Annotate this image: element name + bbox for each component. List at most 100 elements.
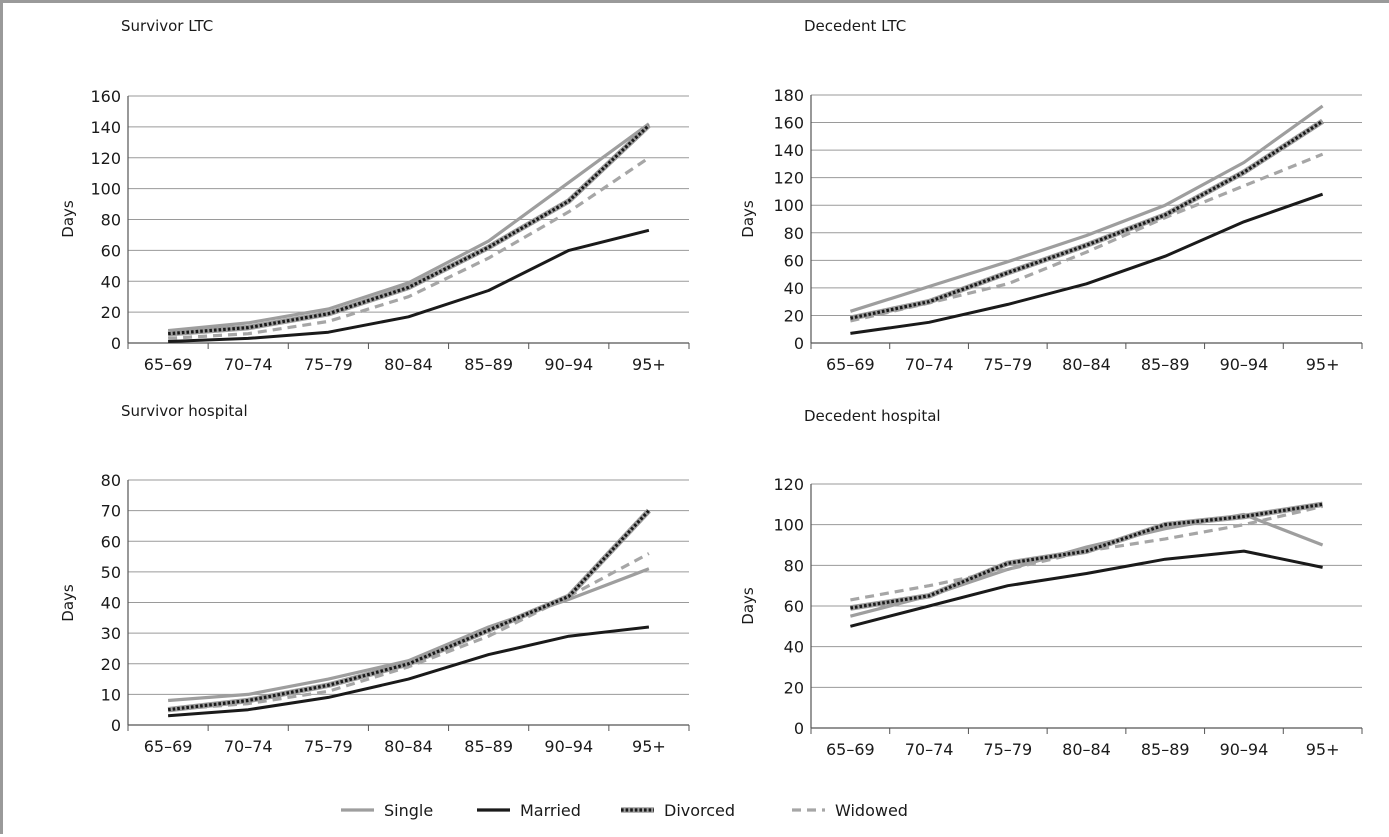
y-tick-label: 120 [773,475,804,494]
x-tick-label: 85–89 [1141,355,1190,374]
legend-label-widowed: Widowed [835,801,908,820]
x-tick-label: 65–69 [144,355,193,374]
series-line-divorced-halo [167,123,651,337]
y-tick-label: 10 [101,685,121,704]
x-tick-label: 75–79 [304,355,353,374]
y-tick-label: 120 [773,169,804,188]
legend-label-divorced: Divorced [664,801,735,820]
x-tick-label: 90–94 [544,737,593,756]
x-tick-label: 95+ [1306,740,1340,759]
y-axis-title: Days [59,584,77,622]
legend-label-single: Single [384,801,433,820]
series-line-married [167,625,650,718]
x-tick-label: 70–74 [905,740,954,759]
small-multiples-chart: Survivor LTCDays02040608010012014016065–… [59,17,1363,820]
y-tick-label: 60 [784,597,804,616]
y-tick-label: 60 [101,532,121,551]
panel-title: Decedent LTC [804,17,906,35]
x-tick-label: 65–69 [144,737,193,756]
y-tick-label: 20 [101,303,121,322]
y-tick-label: 80 [101,211,121,230]
y-tick-label: 40 [784,638,804,657]
chart-panel-1: Survivor LTC Days 0 20 40 60 80 100 120 140 160 65–… [59,17,690,374]
panel-title: Survivor hospital [121,402,248,420]
y-tick-label: 100 [773,196,804,215]
x-tick-label: 65–69 [826,740,875,759]
y-tick-label: 100 [773,516,804,535]
y-axis-title: Days [59,200,77,238]
legend-entry-single: Single [341,801,433,820]
x-tick-label: 85–89 [464,737,513,756]
legend-entry-married: Married [477,801,581,820]
y-tick-label: 140 [90,118,121,137]
series-line-divorced [850,119,1324,320]
y-tick-label: 0 [794,334,804,353]
y-tick-label: 80 [784,224,804,243]
series-line-married [168,228,650,343]
x-tick-label: 75–79 [983,740,1032,759]
y-tick-label: 0 [111,716,121,735]
legend: Single Married Divorced Widowed [341,801,908,820]
y-tick-label: 80 [101,471,121,490]
x-tick-label: 70–74 [224,737,273,756]
y-tick-label: 50 [101,563,121,582]
x-tick-label: 80–84 [384,737,433,756]
legend-entry-divorced: Divorced [621,801,735,820]
series-line-widowed [850,152,1324,323]
x-tick-label: 65–69 [826,355,875,374]
x-tick-label: 70–74 [224,355,273,374]
x-tick-label: 90–94 [1220,740,1269,759]
series-line-widowed [168,156,650,340]
x-tick-label: 90–94 [544,355,593,374]
legend-label-married: Married [520,801,581,820]
x-tick-label: 80–84 [384,355,433,374]
panel-title: Survivor LTC [121,17,213,35]
y-tick-label: 160 [90,87,121,106]
x-tick-label: 85–89 [1141,740,1190,759]
y-axis-title: Days [739,587,757,625]
y-tick-label: 20 [101,655,121,674]
y-tick-label: 40 [101,272,121,291]
series-line-single [849,104,1324,313]
x-tick-label: 80–84 [1062,355,1111,374]
series-line-divorced [167,124,650,336]
y-tick-label: 0 [794,719,804,738]
y-tick-label: 160 [773,114,804,133]
series-line-single [167,567,650,703]
series-line-married [850,192,1324,335]
chart-panel-4: Decedent hospital Days 0 20 40 60 80 100 120 65–6… [739,407,1363,759]
x-tick-label: 75–79 [304,737,353,756]
x-tick-label: 80–84 [1062,740,1111,759]
y-tick-label: 100 [90,180,121,199]
series-line-divorced [850,502,1323,610]
x-tick-label: 90–94 [1220,355,1269,374]
legend-entry-widowed: Widowed [792,801,908,820]
series-line-widowed [167,552,650,712]
y-tick-label: 0 [111,334,121,353]
y-tick-label: 40 [101,594,121,613]
y-axis-title: Days [739,200,757,238]
y-tick-label: 20 [784,678,804,697]
chart-panel-3: Survivor hospital Days 0 10 20 30 40 50 60 70 80 65… [59,402,690,756]
series-line-single [167,122,650,333]
y-tick-label: 180 [773,86,804,105]
y-tick-label: 80 [784,556,804,575]
x-tick-label: 85–89 [464,355,513,374]
series-line-divorced-halo [849,501,1324,611]
x-tick-label: 95+ [632,355,666,374]
y-tick-label: 40 [784,279,804,298]
series-line-divorced [167,509,651,712]
y-tick-label: 60 [784,251,804,270]
y-tick-label: 140 [773,141,804,160]
y-tick-label: 20 [784,306,804,325]
y-tick-label: 120 [90,149,121,168]
y-tick-label: 70 [101,502,121,521]
x-tick-label: 95+ [1306,355,1340,374]
series-line-married [850,549,1323,628]
panel-title: Decedent hospital [804,407,941,425]
y-tick-label: 60 [101,241,121,260]
x-tick-label: 75–79 [983,355,1032,374]
x-tick-label: 95+ [632,737,666,756]
chart-panel-2: Decedent LTC Days 0 20 40 60 80 100 120 140 160 180… [739,17,1363,374]
